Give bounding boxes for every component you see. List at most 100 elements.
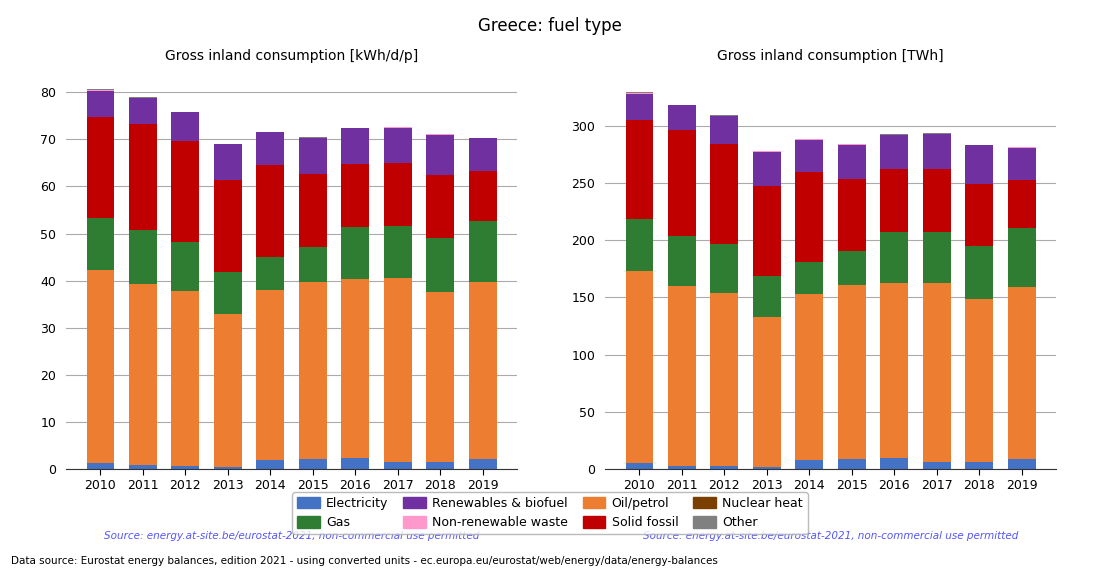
Title: Gross inland consumption [kWh/d/p]: Gross inland consumption [kWh/d/p] — [165, 49, 418, 63]
Bar — [87, 463, 114, 469]
Bar — [87, 218, 114, 270]
Bar — [214, 314, 242, 467]
Bar — [299, 138, 327, 174]
Bar — [838, 251, 866, 285]
Bar — [626, 463, 653, 469]
Bar — [626, 219, 653, 271]
Bar — [711, 244, 738, 293]
Bar — [256, 257, 284, 290]
Bar — [129, 465, 156, 469]
Bar — [1008, 459, 1035, 469]
Bar — [1008, 148, 1035, 180]
Bar — [880, 169, 907, 232]
Bar — [341, 458, 368, 469]
Bar — [469, 459, 496, 469]
Bar — [754, 317, 781, 467]
Bar — [838, 145, 866, 179]
Bar — [129, 230, 156, 284]
Bar — [668, 286, 695, 466]
Bar — [880, 232, 907, 283]
Bar — [172, 113, 199, 141]
Bar — [427, 134, 454, 174]
Bar — [469, 172, 496, 221]
Bar — [384, 462, 411, 469]
Bar — [299, 247, 327, 282]
Bar — [172, 292, 199, 466]
Bar — [1008, 228, 1035, 287]
Bar — [711, 466, 738, 469]
Bar — [626, 271, 653, 463]
Bar — [966, 184, 993, 246]
Bar — [214, 272, 242, 314]
Bar — [795, 172, 823, 262]
Bar — [838, 459, 866, 469]
Bar — [256, 165, 284, 257]
Title: Gross inland consumption [TWh]: Gross inland consumption [TWh] — [717, 49, 944, 63]
Bar — [256, 290, 284, 460]
Bar — [299, 459, 327, 469]
Bar — [795, 460, 823, 469]
Text: Data source: Eurostat energy balances, edition 2021 - using converted units - ec: Data source: Eurostat energy balances, e… — [11, 557, 718, 566]
Bar — [966, 299, 993, 462]
Bar — [172, 466, 199, 469]
Bar — [214, 145, 242, 180]
Bar — [1008, 180, 1035, 228]
Bar — [754, 276, 781, 317]
Bar — [341, 164, 368, 228]
Bar — [384, 163, 411, 227]
Bar — [469, 138, 496, 172]
Bar — [795, 140, 823, 172]
Bar — [923, 462, 950, 469]
Bar — [341, 129, 368, 164]
Bar — [966, 145, 993, 184]
Bar — [172, 141, 199, 242]
Bar — [923, 232, 950, 283]
Bar — [668, 105, 695, 130]
Bar — [711, 116, 738, 144]
Bar — [341, 279, 368, 458]
Bar — [923, 134, 950, 169]
Bar — [384, 278, 411, 462]
Bar — [256, 132, 284, 165]
Bar — [1008, 287, 1035, 459]
Bar — [668, 466, 695, 469]
Bar — [668, 130, 695, 236]
Bar — [214, 467, 242, 469]
Bar — [427, 238, 454, 292]
Bar — [299, 282, 327, 459]
Bar — [838, 285, 866, 459]
Text: Greece: fuel type: Greece: fuel type — [478, 17, 622, 35]
Bar — [711, 144, 738, 244]
Text: Source: energy.at-site.be/eurostat-2021, non-commercial use permitted: Source: energy.at-site.be/eurostat-2021,… — [103, 531, 480, 541]
Bar — [129, 124, 156, 230]
Bar — [923, 169, 950, 232]
Bar — [469, 221, 496, 282]
Bar — [427, 292, 454, 462]
Bar — [299, 174, 327, 247]
Bar — [668, 236, 695, 286]
Bar — [754, 467, 781, 469]
Bar — [626, 92, 653, 93]
Bar — [711, 293, 738, 466]
Bar — [795, 294, 823, 460]
Bar — [754, 186, 781, 276]
Bar — [87, 117, 114, 218]
Bar — [427, 462, 454, 469]
Bar — [129, 284, 156, 465]
Bar — [880, 458, 907, 469]
Bar — [214, 180, 242, 272]
Bar — [923, 283, 950, 462]
Bar — [341, 228, 368, 279]
Bar — [87, 270, 114, 463]
Bar — [754, 152, 781, 186]
Bar — [427, 174, 454, 238]
Bar — [966, 462, 993, 469]
Bar — [626, 94, 653, 120]
Text: Source: energy.at-site.be/eurostat-2021, non-commercial use permitted: Source: energy.at-site.be/eurostat-2021,… — [642, 531, 1019, 541]
Bar — [256, 460, 284, 469]
Bar — [129, 98, 156, 124]
Legend: Electricity, Gas, Renewables & biofuel, Non-renewable waste, Oil/petrol, Solid f: Electricity, Gas, Renewables & biofuel, … — [293, 492, 807, 534]
Bar — [87, 89, 114, 90]
Bar — [384, 227, 411, 278]
Bar — [172, 242, 199, 292]
